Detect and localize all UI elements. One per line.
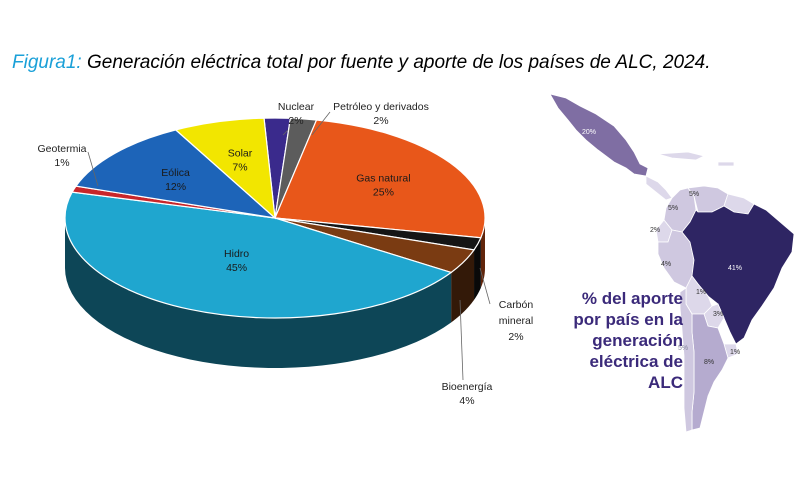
pie-side-5 [65,218,452,368]
label-eólica: Eólica [161,167,190,179]
value-gas-natural: 25% [373,187,394,199]
value-geotermia: 1% [54,157,69,169]
map-label-ecuador: 2% [650,227,660,234]
value-eólica: 12% [165,181,186,193]
label-nuclear: Nuclear [278,101,315,113]
pie-slice-solar [174,117,276,220]
pie-slice-gas-natural [274,119,486,239]
label-petróleo-y-derivados: Petróleo y derivados [333,101,429,113]
label-hidro: Hidro [224,248,249,260]
label-carbón-mineral-2: mineral [499,315,533,327]
map-label-paraguay: 3% [713,311,723,318]
map-caption: % del aporte por país en la generación e… [573,289,683,392]
value-bioenergía: 4% [459,395,474,407]
leader-carbón-mineral [479,267,491,305]
pie-side-3 [474,237,481,300]
title-text: Generación eléctrica total por fuente y … [86,52,711,73]
map-label-colombia: 5% [668,205,678,212]
map-label-bolivia: 1% [696,289,706,296]
map-region-caribbean [657,151,735,167]
chart-title: Figura1: Generación eléctrica total por … [12,52,792,74]
pie-slice-hidro [64,191,453,319]
label-solar: Solar [228,147,253,159]
map-label-mexico: 20% [582,129,596,136]
leader-bioenergía [459,299,464,381]
map-region-chile [679,287,695,433]
value-petróleo-y-derivados: 2% [373,115,388,127]
label-geotermia: Geotermia [37,143,86,155]
leader-geotermia [87,151,99,187]
value-hidro: 45% [226,262,247,274]
pie-chart: Nuclear 2% Petróleo y derivados 2% Gas natur… [37,101,534,407]
map-label-peru: 4% [661,261,671,268]
map-region-brazil [681,203,795,345]
label-bioenergía: Bioenergía [442,381,493,393]
map-region-central-america [645,175,673,201]
latam-map: 20% 5% 5% 2% 4% 41% 1% 3% 5% 8% 1% [548,92,798,437]
value-solar: 7% [232,161,247,173]
label-gas-natural: Gas natural [356,173,410,185]
map-label-argentina: 8% [704,359,714,366]
pie-slice-eólica [74,129,277,219]
map-label-venezuela: 5% [689,191,699,198]
map-label-uruguay: 1% [730,349,740,356]
leader-nuclear [282,129,289,136]
leader-petróleo-y-derivados [311,111,331,136]
value-nuclear: 2% [288,115,303,127]
map-label-chile: 5% [678,345,688,352]
figure-label: Figura1: [12,52,82,73]
value-carbón-mineral: 2% [508,331,523,343]
map-label-brazil: 41% [728,265,742,272]
label-carbón-mineral-1: Carbón [499,299,534,311]
